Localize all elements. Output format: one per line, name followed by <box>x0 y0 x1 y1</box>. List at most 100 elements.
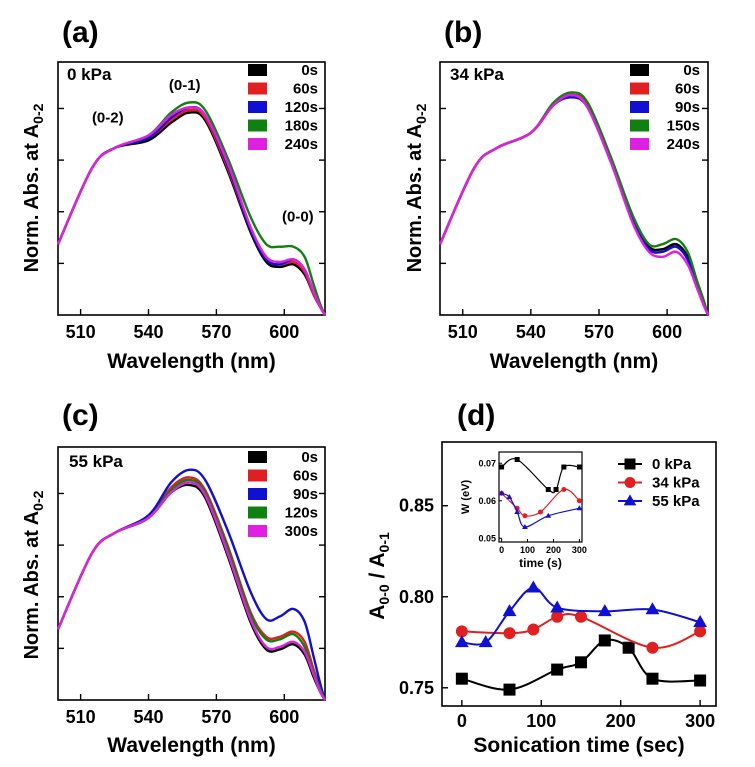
x-tick-label: 100 <box>526 711 556 731</box>
inset-x-axis-label: time (s) <box>519 556 562 570</box>
legend-label: 90s <box>675 99 700 116</box>
y-axis-label: A0-0 / A0-1 <box>366 532 392 620</box>
inset-chart: 01002003000.050.060.07time (s)W (eV) <box>460 452 587 570</box>
legend-label: 0 kPa <box>652 456 692 473</box>
y-axis-label-main: Norm. Abs. at A <box>21 124 43 273</box>
data-point <box>455 635 469 647</box>
legend-marker <box>625 459 636 470</box>
data-point <box>551 664 563 676</box>
x-axis-label: Wavelength (nm) <box>107 734 275 757</box>
x-tick-label: 600 <box>652 322 682 342</box>
x-tick-label: 0 <box>457 711 467 731</box>
legend-label: 150s <box>667 118 700 135</box>
x-tick-label: 540 <box>133 322 163 342</box>
legend-label: 240s <box>285 136 318 153</box>
pressure-label: 34 kPa <box>450 65 504 84</box>
y-axis-label: Norm. Abs. at A0-2 <box>21 490 46 659</box>
x-tick-label: 200 <box>606 711 636 731</box>
data-point <box>598 604 612 616</box>
legend-label: 300s <box>285 523 318 540</box>
x-tick-label: 600 <box>269 707 299 727</box>
peak-label: (0-0) <box>282 208 314 225</box>
x-axis-label: Wavelength (nm) <box>107 350 275 373</box>
legend-marker <box>625 477 636 488</box>
legend-marker <box>624 494 637 505</box>
legend-label: 0s <box>683 62 700 79</box>
data-point <box>646 642 658 654</box>
data-point <box>646 673 658 685</box>
peak-label: (0-2) <box>92 110 124 127</box>
y-axis-label-main: Norm. Abs. at A <box>21 511 43 660</box>
data-point <box>575 656 587 668</box>
y-axis-label-subscript: 0-2 <box>30 490 46 510</box>
x-tick-label: 510 <box>66 707 96 727</box>
legend-label: 120s <box>285 99 318 116</box>
legend-label: 60s <box>675 81 700 98</box>
legend-swatch <box>248 64 267 76</box>
legend-swatch <box>630 120 649 132</box>
plot-frame <box>440 62 708 315</box>
x-tick-label: 510 <box>66 322 96 342</box>
legend-label: 60s <box>293 81 318 98</box>
pressure-label: 55 kPa <box>69 452 123 471</box>
inset-x-tick-label: 200 <box>546 545 561 555</box>
data-point <box>504 627 516 639</box>
legend-swatch <box>630 101 649 113</box>
inset-y-tick-label: 0.05 <box>478 533 496 543</box>
panel-b: (b)510540570600Wavelength (nm)Norm. Abs.… <box>404 16 708 373</box>
panel-label: (c) <box>62 399 99 432</box>
y-axis-label-subscript: 0-1 <box>376 532 392 552</box>
inset-data-point <box>515 457 520 462</box>
data-point <box>599 634 611 646</box>
data-point <box>527 624 539 636</box>
inset-data-point <box>546 487 551 492</box>
panel-d: (d)0100200300Sonication time (sec)0.750.… <box>366 399 716 757</box>
data-point <box>550 600 564 612</box>
legend-swatch <box>248 451 267 463</box>
legend-swatch <box>248 101 267 113</box>
panel-c: (c) 510 540 570 600 Wavelength (nm) Norm. Abs.… <box>21 399 325 757</box>
y-axis-label-main: Norm. Abs. at A <box>404 124 426 273</box>
y-axis-label-subscript: 0-0 <box>376 584 392 604</box>
data-point <box>623 642 635 654</box>
x-axis-label: Wavelength (nm) <box>490 350 658 373</box>
panel-label: (d) <box>457 399 495 432</box>
y-tick-label: 0.75 <box>399 678 434 698</box>
legend-label: 90s <box>293 486 318 503</box>
x-tick-label: 570 <box>201 707 231 727</box>
pressure-label: 0 kPa <box>67 65 112 84</box>
inset-data-point <box>561 487 566 492</box>
panel-label: (a) <box>62 16 99 49</box>
inset-y-axis-label: W (eV) <box>460 480 472 515</box>
data-point <box>694 675 706 687</box>
panel-label: (b) <box>444 16 482 49</box>
x-tick-label: 300 <box>685 711 715 731</box>
legend-label: 120s <box>285 505 318 522</box>
inset-data-point <box>499 465 504 470</box>
y-axis-label-subscript: 0-2 <box>30 103 46 123</box>
x-tick-label: 540 <box>133 707 163 727</box>
legend-swatch <box>630 83 649 95</box>
legend-label: 0s <box>301 62 318 79</box>
peak-label: (0-1) <box>169 77 201 94</box>
data-point <box>504 684 516 696</box>
legend-label: 240s <box>667 136 700 153</box>
legend-swatch <box>630 64 649 76</box>
panel-a: (a) 510 540 570 600 Wavelength (nm) Norm. Abs.… <box>21 16 325 373</box>
legend-swatch <box>248 525 267 537</box>
inset-data-point <box>538 510 543 515</box>
x-tick-label: 570 <box>584 322 614 342</box>
legend-swatch <box>248 470 267 482</box>
legend-swatch <box>248 488 267 500</box>
legend-label: 34 kPa <box>652 475 700 492</box>
legend-label: 60s <box>293 468 318 485</box>
data-point <box>456 673 468 685</box>
legend-swatch <box>630 138 649 150</box>
inset-data-point <box>554 487 559 492</box>
inset-y-tick-label: 0.06 <box>478 496 496 506</box>
legend-label: 180s <box>285 118 318 135</box>
x-tick-label: 600 <box>269 322 299 342</box>
x-tick-label: 570 <box>201 322 231 342</box>
inset-x-tick-label: 0 <box>499 545 504 555</box>
